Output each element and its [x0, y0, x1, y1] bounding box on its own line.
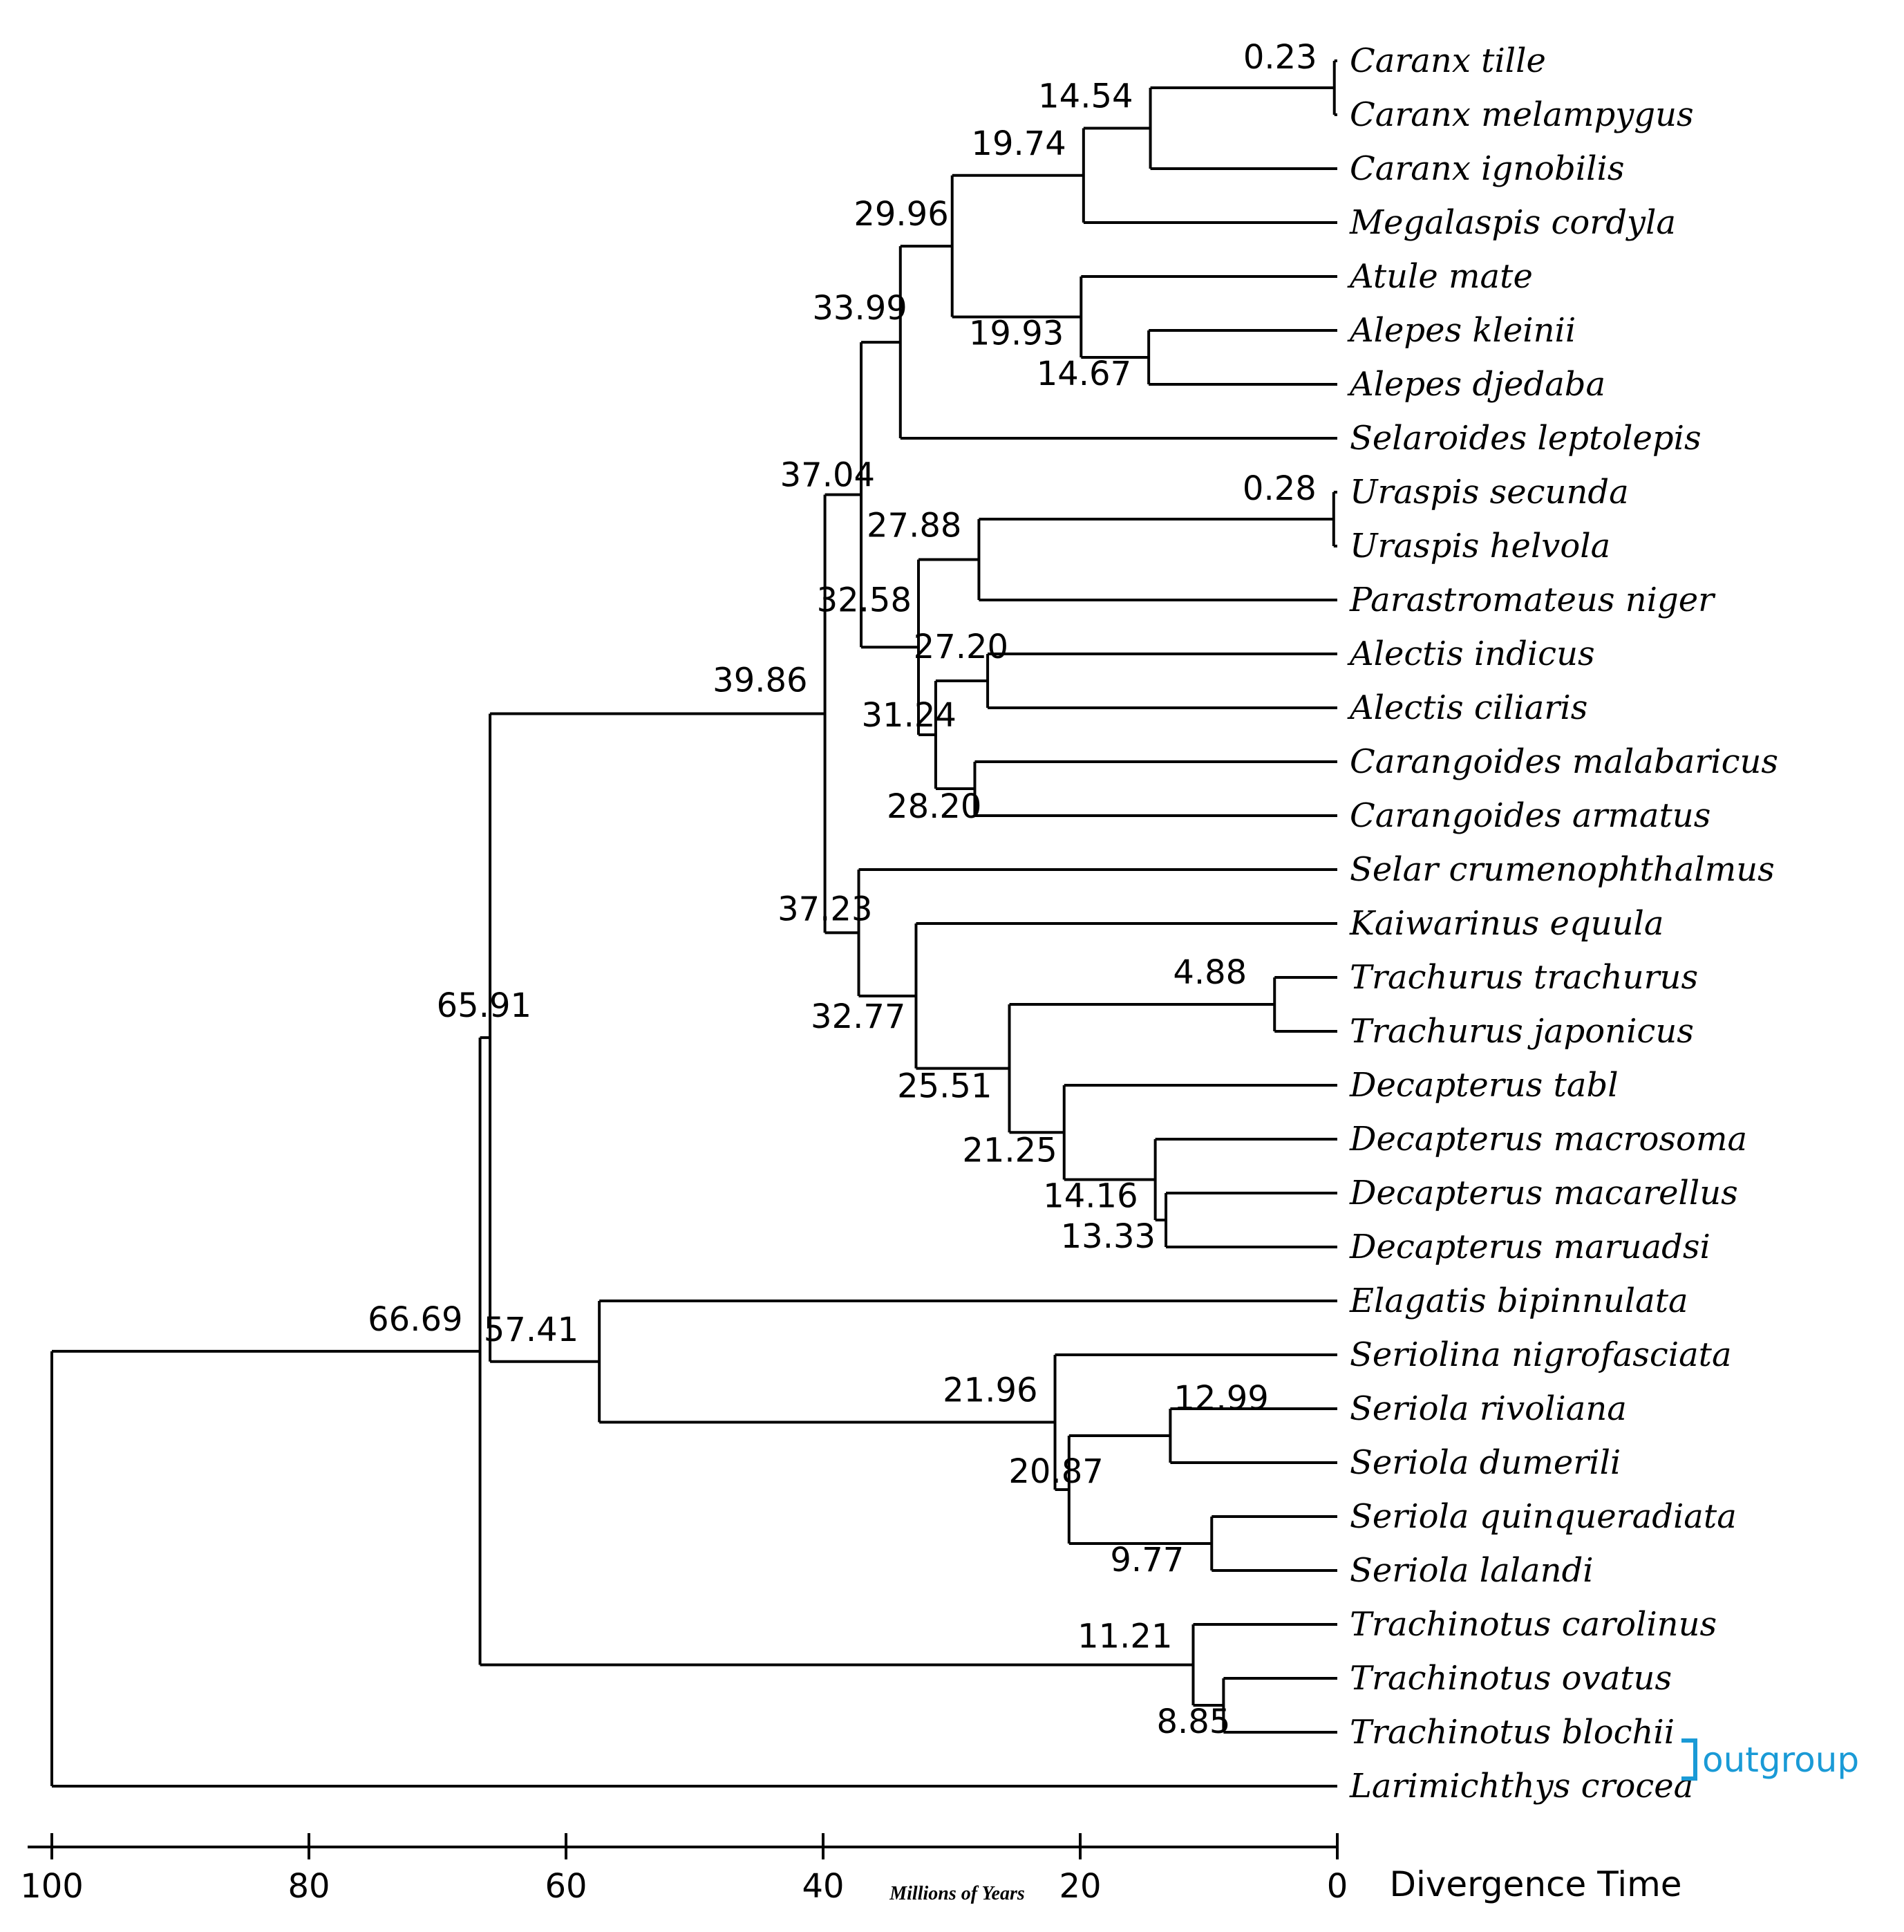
axis-tick-label: 20 [1059, 1867, 1101, 1906]
node-age-n6: 29.96 [854, 195, 948, 234]
node-age-n18: 21.25 [962, 1131, 1057, 1170]
node-age-n1: 0.23 [1243, 38, 1317, 77]
node-age-n30: 65.91 [437, 986, 531, 1025]
node-age-n20: 32.77 [811, 997, 905, 1036]
taxon-label: Selar crumenophthalmus [1350, 850, 1775, 889]
taxon-label: Larimichthys crocea [1349, 1767, 1693, 1806]
node-age-n16: 13.33 [1061, 1217, 1156, 1256]
outgroup-label: outgroup [1702, 1740, 1859, 1780]
taxon-label: Trachurus japonicus [1350, 1012, 1694, 1051]
node-age-n21: 37.23 [777, 890, 872, 928]
taxon-label: Trachinotus blochii [1350, 1713, 1675, 1752]
taxon-label: Alepes kleinii [1347, 311, 1576, 350]
taxon-label: Caranx tille [1350, 41, 1546, 80]
node-age-n15: 4.88 [1173, 953, 1247, 992]
taxon-label: Alepes djedaba [1347, 365, 1605, 404]
taxon-label: Seriola rivoliana [1350, 1389, 1627, 1428]
taxon-label: Uraspis helvola [1350, 527, 1610, 565]
node-age-n3: 19.74 [971, 124, 1066, 163]
taxon-label: Atule mate [1347, 257, 1533, 296]
taxon-label: Decapterus macarellus [1349, 1174, 1738, 1212]
node-age-n4: 14.67 [1037, 355, 1131, 393]
taxon-label: Alectis indicus [1347, 635, 1595, 673]
tree-branches [50, 59, 1337, 1788]
taxon-label: Selaroides leptolepis [1350, 419, 1702, 458]
taxon-label: Caranx melampygus [1350, 95, 1694, 134]
node-age-n14: 37.04 [780, 456, 875, 495]
node-age-n24: 9.77 [1110, 1541, 1184, 1579]
axis-title: Divergence Time [1389, 1864, 1681, 1904]
taxon-label: Alectis ciliaris [1347, 688, 1587, 727]
taxon-label: Uraspis secunda [1350, 473, 1629, 512]
node-age-n23: 12.99 [1173, 1379, 1268, 1418]
axis-tick-label: 40 [802, 1867, 844, 1906]
axis-tick-label: 60 [545, 1867, 587, 1906]
taxon-label: Decapterus macrosoma [1349, 1120, 1747, 1159]
taxon-label: Seriola lalandi [1350, 1551, 1594, 1590]
axis-tick-label: 100 [20, 1867, 84, 1906]
node-age-n26: 21.96 [943, 1371, 1037, 1410]
outgroup-marker: outgroup [1681, 1738, 1859, 1781]
axis-tick-label: 0 [1327, 1867, 1348, 1906]
node-age-n25: 20.87 [1008, 1452, 1103, 1491]
taxon-label: Trachurus trachurus [1350, 958, 1698, 997]
taxon-label: Parastromateus niger [1349, 581, 1716, 619]
node-age-n9: 27.88 [867, 507, 961, 545]
taxon-label: Trachinotus carolinus [1350, 1605, 1717, 1644]
time-axis: 100 80 60 40 20 0 Millions of Years Divergenc… [20, 1833, 1682, 1906]
taxon-labels: Caranx tille Caranx melampygus Caranx igno… [1347, 41, 1778, 1806]
taxon-label: Trachinotus ovatus [1350, 1659, 1672, 1698]
taxon-label: Seriola dumerili [1350, 1443, 1621, 1482]
node-age-n28: 8.85 [1157, 1703, 1231, 1741]
node-age-n19: 25.51 [897, 1067, 992, 1106]
node-age-n22: 39.86 [713, 662, 807, 700]
axis-tick-label: 80 [288, 1867, 330, 1906]
node-age-n2: 14.54 [1038, 77, 1133, 116]
taxon-label: Caranx ignobilis [1350, 149, 1624, 188]
node-age-n5: 19.93 [969, 315, 1064, 353]
taxon-label: Carangoides malabaricus [1350, 742, 1778, 781]
taxon-label: Carangoides armatus [1350, 796, 1710, 835]
node-age-n8: 0.28 [1243, 469, 1317, 508]
node-age-n11: 28.20 [887, 787, 981, 826]
node-age-n29: 11.21 [1077, 1617, 1172, 1656]
axis-ticks: 100 80 60 40 20 0 [20, 1833, 1348, 1906]
taxon-label: Seriola quinqueradiata [1350, 1497, 1737, 1536]
node-age-n17: 14.16 [1043, 1177, 1138, 1216]
node-age-n13: 32.58 [817, 581, 912, 619]
node-age-n31: 66.69 [368, 1300, 462, 1339]
outgroup-bracket [1681, 1738, 1697, 1781]
taxon-label: Kaiwarinus equula [1349, 904, 1663, 943]
axis-unit-label: Millions of Years [889, 1883, 1025, 1904]
taxon-label: Seriolina nigrofasciata [1350, 1335, 1732, 1374]
node-age-n12: 31.24 [862, 696, 956, 735]
taxon-label: Elagatis bipinnulata [1349, 1282, 1688, 1320]
node-age-n10: 27.20 [914, 628, 1008, 666]
taxon-label: Megalaspis cordyla [1349, 203, 1676, 242]
node-age-n7: 33.99 [812, 289, 907, 328]
node-age-n27: 57.41 [484, 1311, 578, 1349]
taxon-label: Decapterus maruadsi [1349, 1228, 1710, 1266]
taxon-label: Decapterus tabl [1349, 1066, 1619, 1105]
